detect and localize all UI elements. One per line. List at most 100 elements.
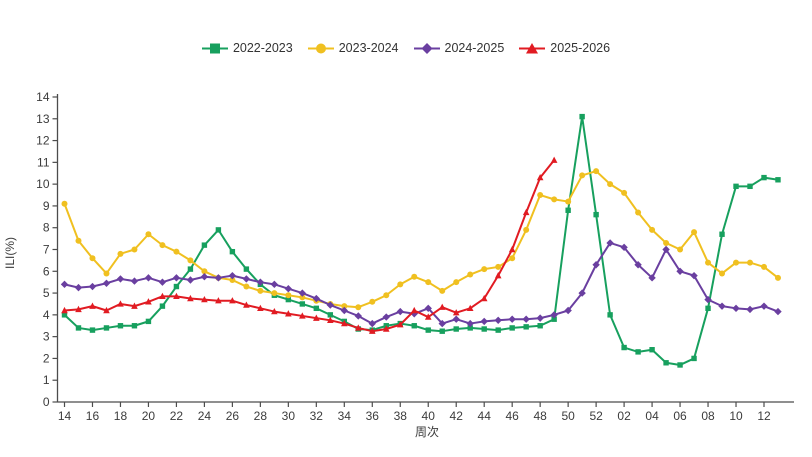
data-point bbox=[299, 301, 306, 307]
data-point bbox=[243, 266, 250, 272]
series-2024-2025 bbox=[60, 239, 782, 328]
data-point bbox=[579, 113, 585, 120]
data-point bbox=[327, 312, 334, 318]
x-tick-label: 24 bbox=[198, 409, 212, 423]
data-point bbox=[271, 307, 278, 315]
data-point bbox=[495, 263, 502, 270]
data-point bbox=[480, 317, 488, 326]
data-point bbox=[145, 231, 152, 238]
y-tick-label: 14 bbox=[36, 90, 50, 104]
data-point bbox=[229, 297, 236, 304]
data-point bbox=[271, 290, 278, 297]
data-point bbox=[509, 255, 516, 262]
data-point bbox=[733, 183, 739, 190]
data-point bbox=[103, 325, 110, 331]
data-point bbox=[649, 347, 655, 353]
x-tick-label: 22 bbox=[170, 409, 184, 423]
legend-label: 2023-2024 bbox=[338, 41, 399, 55]
triangle-legend-icon bbox=[519, 42, 546, 53]
y-tick-label: 3 bbox=[43, 330, 50, 344]
data-point bbox=[410, 306, 418, 314]
data-point bbox=[354, 312, 362, 320]
data-point bbox=[396, 307, 404, 316]
data-point bbox=[117, 300, 124, 307]
series-2023-2024 bbox=[61, 168, 781, 311]
data-point bbox=[130, 277, 139, 285]
data-point bbox=[368, 327, 376, 334]
data-point bbox=[313, 305, 320, 312]
data-point bbox=[158, 278, 167, 286]
data-point bbox=[438, 303, 446, 310]
data-point bbox=[354, 324, 362, 331]
data-point bbox=[733, 259, 740, 266]
data-point bbox=[551, 196, 558, 203]
data-point bbox=[467, 325, 473, 331]
x-tick-label: 34 bbox=[338, 409, 352, 423]
data-point bbox=[453, 326, 459, 332]
data-point bbox=[144, 274, 153, 282]
data-point bbox=[117, 250, 124, 257]
data-point bbox=[117, 323, 124, 329]
x-tick-label: 02 bbox=[617, 409, 631, 423]
data-point bbox=[453, 279, 460, 286]
x-tick-label: 52 bbox=[589, 409, 603, 423]
data-point bbox=[411, 273, 418, 280]
data-point bbox=[523, 226, 530, 233]
data-point bbox=[243, 283, 250, 290]
data-point bbox=[718, 302, 726, 310]
data-point bbox=[285, 296, 292, 303]
data-point bbox=[593, 168, 600, 175]
data-point bbox=[368, 319, 376, 328]
data-point bbox=[60, 280, 69, 289]
series-line bbox=[63, 170, 779, 309]
data-point bbox=[201, 296, 208, 303]
data-point bbox=[593, 211, 599, 218]
legend-item-2022-2023[interactable]: 2022-2023 bbox=[201, 41, 293, 55]
x-tick-label: 26 bbox=[226, 409, 240, 423]
legend-label: 2025-2026 bbox=[550, 41, 611, 55]
data-point bbox=[425, 279, 432, 286]
data-point bbox=[635, 209, 642, 216]
series-2025-2026 bbox=[61, 156, 558, 334]
data-point bbox=[256, 278, 265, 286]
data-point bbox=[298, 289, 307, 297]
legend-item-2024-2025[interactable]: 2024-2025 bbox=[413, 41, 504, 55]
data-point bbox=[186, 276, 195, 284]
data-point bbox=[536, 314, 544, 322]
data-point bbox=[677, 362, 683, 368]
x-tick-label: 14 bbox=[58, 409, 72, 423]
data-point bbox=[508, 245, 516, 253]
data-point bbox=[145, 298, 152, 305]
data-point bbox=[103, 306, 110, 314]
data-point bbox=[131, 323, 138, 329]
x-tick-label: 36 bbox=[366, 409, 380, 423]
data-point bbox=[466, 304, 474, 312]
y-axis-title: ILI(%) bbox=[3, 237, 17, 269]
data-point bbox=[606, 239, 614, 247]
legend-marker bbox=[526, 42, 539, 53]
data-point bbox=[159, 242, 166, 249]
data-point bbox=[145, 318, 152, 325]
data-point bbox=[663, 239, 670, 246]
x-tick-label: 18 bbox=[114, 409, 128, 423]
data-point bbox=[341, 319, 348, 327]
data-point bbox=[551, 316, 557, 322]
data-point bbox=[61, 200, 68, 207]
data-point bbox=[747, 183, 753, 190]
data-point bbox=[382, 325, 390, 332]
y-tick-label: 1 bbox=[43, 373, 50, 387]
data-point bbox=[382, 313, 390, 321]
data-point bbox=[774, 274, 781, 281]
data-point bbox=[691, 355, 697, 362]
legend-item-2025-2026[interactable]: 2025-2026 bbox=[519, 41, 610, 55]
circle-legend-icon bbox=[307, 43, 334, 53]
y-tick-label: 4 bbox=[43, 308, 50, 322]
data-point bbox=[719, 270, 726, 277]
legend-item-2023-2024[interactable]: 2023-2024 bbox=[307, 41, 399, 55]
data-point bbox=[536, 174, 544, 181]
data-point bbox=[74, 283, 83, 292]
data-point bbox=[201, 242, 208, 248]
data-point bbox=[565, 198, 572, 205]
